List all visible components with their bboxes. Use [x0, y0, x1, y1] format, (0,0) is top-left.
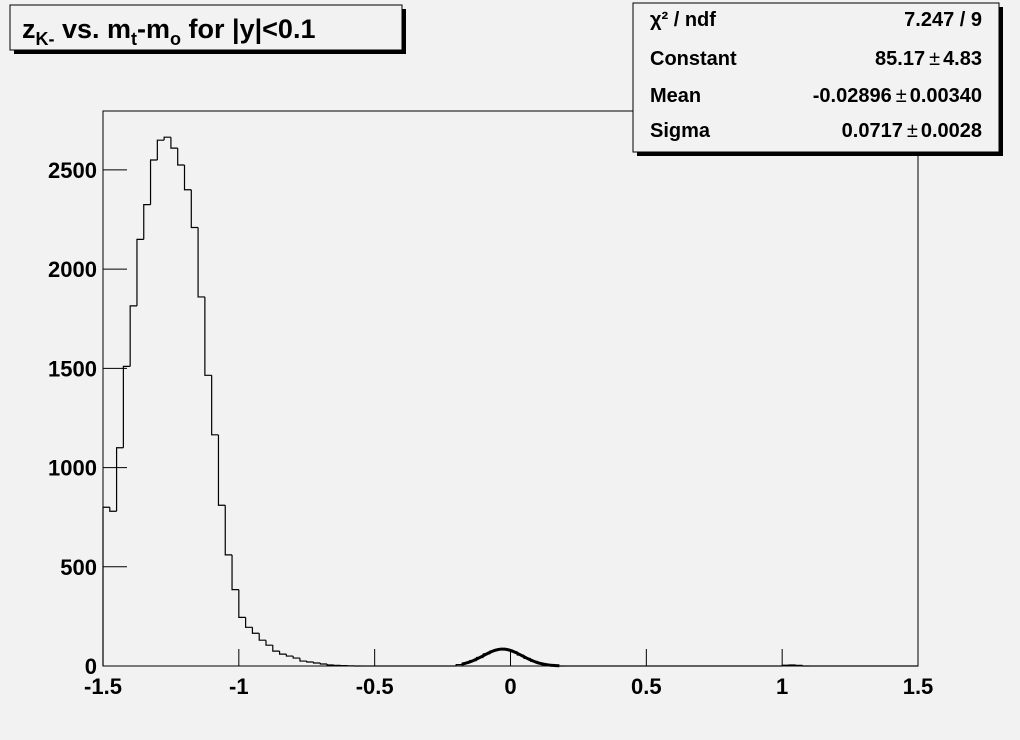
- stats-value: 0.0717 ±0.0028: [842, 120, 982, 142]
- stats-box: [632, 2, 1000, 153]
- title-part: vs. m: [55, 14, 132, 44]
- histogram-bin: [251, 627, 260, 634]
- histogram-bin: [170, 137, 178, 149]
- histogram-bin: [143, 204, 151, 240]
- stats-value-number: 0.0717: [842, 120, 903, 142]
- x-tick-label: 1: [776, 674, 788, 699]
- title-box: [9, 4, 403, 51]
- histogram-bin: [455, 664, 463, 666]
- histogram-bin: [285, 654, 294, 657]
- x-tick-label: 0.5: [631, 674, 662, 699]
- histogram-bin: [319, 663, 328, 665]
- y-tick-label: 2500: [48, 158, 97, 183]
- y-tick-label: 2000: [48, 257, 97, 282]
- histogram-bin: [102, 506, 110, 666]
- x-tick-label: 1.5: [903, 674, 934, 699]
- histogram-bin: [258, 633, 266, 641]
- histogram-bin: [801, 665, 810, 667]
- stats-pm: ±: [907, 120, 918, 142]
- histogram-bin: [204, 296, 212, 376]
- stats-value-number: 85.17: [875, 48, 925, 70]
- stats-value: -0.02896 ±0.00340: [813, 85, 982, 107]
- histogram-bin: [326, 664, 334, 666]
- histogram-bin: [224, 505, 233, 556]
- histogram-bin: [136, 238, 144, 306]
- stats-label: χ² / ndf: [650, 9, 716, 31]
- histogram-bin: [190, 189, 199, 229]
- stats-value-number: -0.02896: [813, 85, 892, 107]
- x-tick-label: -1.5: [84, 674, 122, 699]
- histogram-bin: [177, 148, 185, 166]
- histogram-bin: [272, 645, 280, 652]
- title-subscript: o: [170, 29, 181, 49]
- histogram-bin: [299, 658, 307, 662]
- histogram-bin: [156, 139, 165, 161]
- histogram-bin: [183, 164, 192, 191]
- histogram-bin: [245, 617, 253, 628]
- histogram-bin: [292, 656, 300, 659]
- stats-error: 4.83: [943, 48, 982, 70]
- title-subscript: K-: [36, 29, 55, 49]
- histogram-bin: [109, 507, 117, 512]
- x-tick-label: -0.5: [356, 674, 394, 699]
- histogram-bin: [265, 640, 273, 646]
- y-tick-label: 0: [85, 654, 97, 679]
- y-tick-label: 1000: [48, 456, 97, 481]
- chart-title: zK- vs. mt-mo for |y|<0.1: [22, 14, 315, 49]
- histogram-bin: [163, 136, 171, 141]
- y-tick-label: 1500: [48, 356, 97, 381]
- stats-error: 0.0028: [921, 120, 982, 142]
- stats-value-number: 7.247 / 9: [904, 9, 982, 31]
- histogram-bin: [278, 651, 287, 655]
- x-tick-label: -1: [229, 674, 249, 699]
- stats-value: 85.17 ±4.83: [875, 48, 982, 70]
- fit-curve: [461, 647, 560, 668]
- title-subscript: t: [131, 29, 137, 49]
- histogram-bin: [197, 227, 205, 298]
- histogram-bin: [231, 554, 239, 591]
- title-part: for |y|<0.1: [181, 14, 315, 44]
- stats-label: Sigma: [650, 120, 711, 142]
- histogram-bin: [122, 365, 131, 448]
- stats-pm: ±: [929, 48, 940, 70]
- histogram-bin: [115, 447, 124, 512]
- histogram-bin: [238, 589, 246, 618]
- stats-error: 0.00340: [910, 85, 982, 107]
- histogram-bin: [149, 159, 158, 205]
- stats-pm: ±: [896, 85, 907, 107]
- stats-label: Constant: [650, 48, 737, 70]
- histogram-bin: [129, 305, 137, 367]
- title-part: -m: [137, 14, 170, 44]
- histogram-bin: [306, 661, 314, 663]
- histogram-bin: [781, 664, 789, 666]
- title-part: z: [22, 14, 36, 44]
- x-tick-label: 0: [504, 674, 516, 699]
- histogram-bin: [211, 375, 219, 436]
- stats-value: 7.247 / 9: [904, 9, 982, 31]
- histogram-bin: [217, 434, 226, 506]
- histogram-bin: [312, 662, 321, 664]
- stats-label: Mean: [650, 85, 701, 107]
- y-tick-label: 500: [60, 555, 97, 580]
